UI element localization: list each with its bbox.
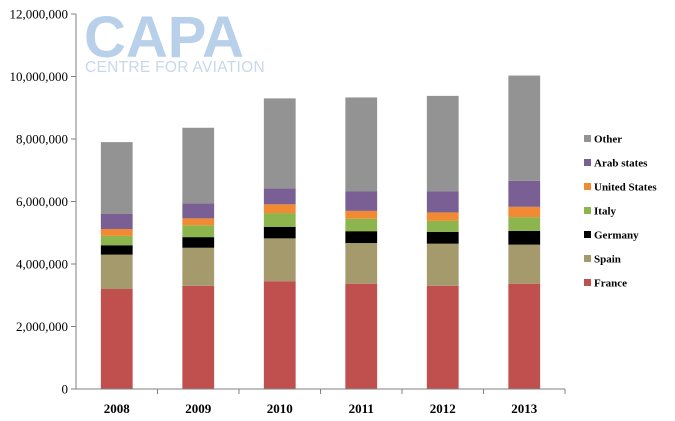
bar-segment-other-2009 (182, 127, 215, 204)
legend-swatch-arab-states (584, 159, 591, 166)
x-tick-label: 2008 (104, 401, 131, 416)
bar-segment-italy-2010 (263, 213, 296, 227)
bar-segment-germany-2013 (508, 230, 541, 245)
bar-segment-france-2010 (263, 281, 296, 389)
x-tick-label: 2012 (430, 401, 456, 416)
x-tick-label: 2013 (511, 401, 538, 416)
bar-segment-spain-2013 (508, 244, 541, 284)
bar-segment-france-2012 (426, 285, 459, 389)
legend-swatch-united-states (584, 183, 591, 190)
bar-segment-germany-2010 (263, 226, 296, 239)
bar-segment-other-2008 (100, 142, 133, 214)
legend-swatch-spain (584, 255, 591, 262)
bar-segment-arab-states-2013 (508, 180, 541, 207)
y-tick-label: 4,000,000 (16, 257, 68, 272)
legend-label-other: Other (594, 134, 622, 146)
y-axis: 0 2,000,000 4,000,000 6,000,000 8,000,000 10,… (10, 7, 77, 397)
legend-label-arab-states: Arab states (594, 158, 648, 170)
bar-segment-spain-2008 (100, 254, 133, 289)
bar-segment-arab-states-2012 (426, 191, 459, 213)
bar-segment-arab-states-2008 (100, 214, 133, 229)
bar-segment-france-2009 (182, 285, 215, 389)
bar-segment-arab-states-2011 (345, 191, 378, 211)
bar-segment-italy-2012 (426, 220, 459, 232)
capa-logo-tagline: CENTRE FOR AVIATION (85, 59, 265, 76)
bar-segment-other-2013 (508, 75, 541, 181)
legend-swatch-other (584, 135, 591, 142)
y-tick-label: 0 (62, 382, 69, 397)
legend-swatch-germany (584, 231, 591, 238)
legend-label-germany: Germany (594, 230, 639, 242)
y-tick-label: 10,000,000 (10, 69, 69, 84)
bar-series-group (100, 75, 541, 389)
bar-segment-germany-2009 (182, 237, 215, 248)
bar-segment-germany-2008 (100, 245, 133, 255)
bar-segment-italy-2008 (100, 235, 133, 246)
bar-segment-spain-2009 (182, 247, 215, 286)
bar-segment-italy-2013 (508, 217, 541, 231)
bar-segment-united-states-2011 (345, 210, 378, 219)
legend-label-france: France (594, 278, 627, 290)
y-tick-label: 6,000,000 (16, 194, 68, 209)
bar-segment-united-states-2009 (182, 218, 215, 226)
legend-swatch-france (584, 279, 591, 286)
bar-segment-united-states-2010 (263, 204, 296, 214)
bar-segment-united-states-2008 (100, 229, 133, 236)
legend-label-italy: Italy (594, 206, 617, 218)
bar-segment-united-states-2013 (508, 206, 541, 218)
bar-segment-other-2010 (263, 98, 296, 189)
x-axis: 2008 2009 2010 2011 2012 2013 (76, 388, 566, 416)
legend: Other Arab states United States Italy German… (584, 134, 657, 290)
bar-segment-italy-2009 (182, 225, 215, 238)
bar-segment-france-2008 (100, 289, 133, 389)
bar-segment-other-2012 (426, 95, 459, 192)
legend-label-spain: Spain (594, 254, 621, 266)
bar-segment-france-2011 (345, 283, 378, 389)
bar-segment-united-states-2012 (426, 212, 459, 221)
bar-segment-germany-2011 (345, 231, 378, 244)
y-tick-label: 2,000,000 (16, 319, 68, 334)
capa-logo: CAPA CENTRE FOR AVIATION (84, 5, 265, 76)
bar-segment-italy-2011 (345, 218, 378, 232)
bar-segment-germany-2012 (426, 231, 459, 244)
bar-segment-other-2011 (345, 97, 378, 192)
bar-segment-arab-states-2010 (263, 188, 296, 205)
x-tick-label: 2009 (185, 401, 212, 416)
x-tick-label: 2011 (349, 401, 374, 416)
capa-logo-wordmark: CAPA (84, 5, 244, 70)
legend-swatch-italy (584, 207, 591, 214)
y-tick-label: 12,000,000 (10, 7, 69, 22)
bar-segment-spain-2011 (345, 243, 378, 284)
bar-segment-spain-2012 (426, 243, 459, 286)
bar-segment-spain-2010 (263, 238, 296, 282)
y-tick-label: 8,000,000 (16, 132, 68, 147)
bar-segment-arab-states-2009 (182, 203, 215, 219)
bar-segment-france-2013 (508, 283, 541, 389)
legend-label-united-states: United States (594, 182, 657, 194)
x-tick-label: 2010 (267, 401, 293, 416)
